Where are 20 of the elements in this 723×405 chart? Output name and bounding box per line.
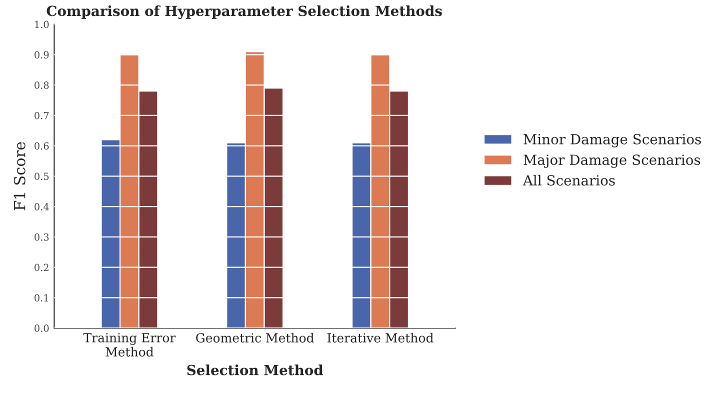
y-tick-label: 0.8: [34, 82, 49, 89]
legend-label: Major Damage Scenarios: [524, 154, 700, 168]
y-tick-label: 0.3: [34, 233, 49, 241]
legend-label: All Scenarios: [522, 174, 615, 186]
x-tick-label: Iterative Method: [327, 332, 434, 343]
y-tick-label: 0.7: [34, 112, 49, 120]
chart-title: Comparison of Hyperparameter Selection Methods: [46, 5, 442, 20]
y-tick-label: 0.5: [34, 172, 49, 180]
x-axis-title: Selection Method: [187, 364, 324, 376]
y-tick-label: 0.1: [34, 294, 48, 302]
y-tick-label: 0.6: [34, 142, 49, 150]
x-tick-label: Training Error Method: [83, 333, 176, 357]
y-axis-title: F1 Score: [14, 142, 26, 210]
y-tick-label: 0.4: [34, 203, 49, 210]
legend-label: Minor Damage Scenarios: [524, 134, 701, 148]
x-tick-label: Geometric Method: [196, 332, 314, 343]
y-tick-label: 0.0: [34, 324, 49, 332]
y-tick-label: 0.2: [34, 264, 48, 272]
y-tick-label: 0.9: [34, 51, 49, 59]
y-tick-label: 1.0: [35, 20, 49, 28]
